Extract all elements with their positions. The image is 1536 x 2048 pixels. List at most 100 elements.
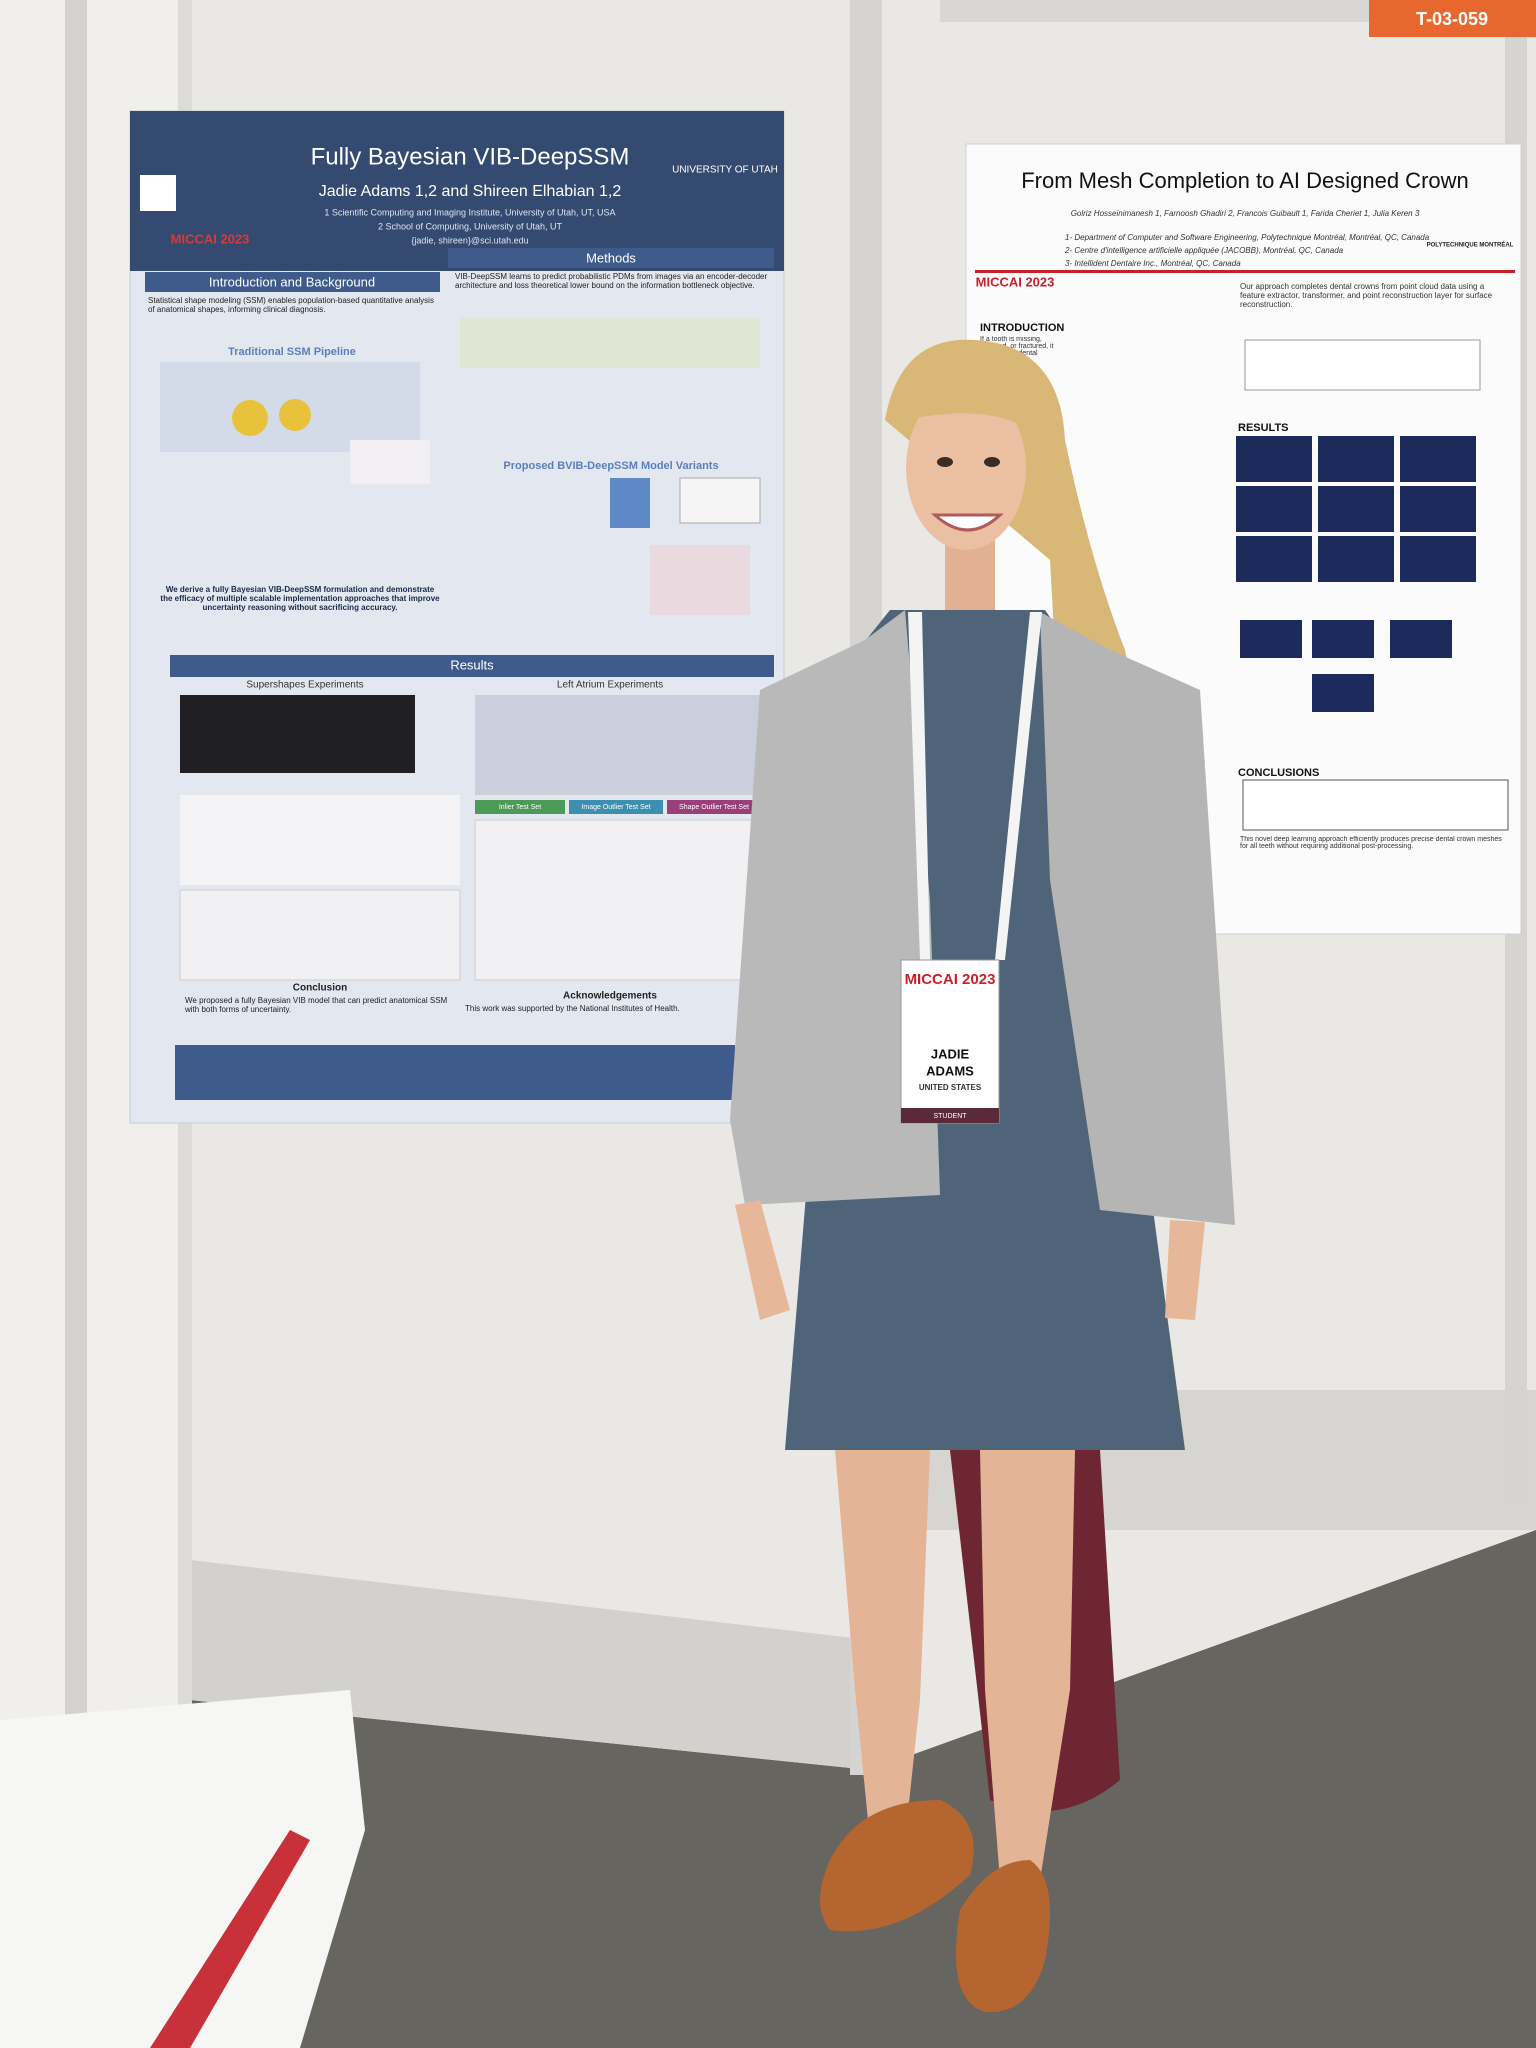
tile (1390, 620, 1452, 658)
results-grid (1236, 436, 1476, 712)
body-text: Statistical shape modeling (SSM) enables… (148, 296, 434, 314)
divider (975, 270, 1515, 273)
tile (1240, 620, 1302, 658)
figure (180, 695, 415, 773)
body-text: Our approach completes dental crowns fro… (1240, 282, 1493, 309)
figure (610, 478, 650, 528)
test-set-bar (475, 800, 565, 814)
badge-country: UNITED STATES (919, 1083, 982, 1092)
hair-top (905, 358, 1046, 440)
tile (1312, 620, 1374, 658)
eye (984, 457, 1000, 467)
section-bar (170, 655, 774, 677)
face (906, 386, 1026, 550)
subheading: Left Atrium Experiments (557, 680, 663, 691)
badge-role: STUDENT (933, 1113, 967, 1120)
badge-name: ADAMS (926, 1063, 974, 1078)
logo-text: UNIVERSITY OF UTAH (672, 165, 778, 176)
logo-text: POLYTECHNIQUE MONTRÉAL (1427, 241, 1514, 249)
rolled-poster-stripe (150, 1830, 310, 2048)
poster-affiliation: 2- Centre d'intelligence artificielle ap… (1064, 246, 1344, 255)
shoe (820, 1800, 974, 1932)
tile (1312, 674, 1374, 712)
figure (180, 795, 460, 885)
poster-affiliation: 1- Department of Computer and Software E… (1065, 233, 1430, 242)
subheading: Acknowledgements (563, 991, 657, 1002)
test-set-label: Image Outlier Test Set (581, 804, 650, 811)
badge-name: JADIE (931, 1046, 970, 1061)
eye (937, 457, 953, 467)
lanyard (908, 612, 930, 960)
body-text: This work was supported by the National … (465, 1004, 680, 1013)
body-text: We proposed a fully Bayesian VIB model t… (185, 996, 448, 1014)
tile (1318, 536, 1394, 582)
text-block: We derive a fully Bayesian VIB-DeepSSM f… (160, 585, 440, 612)
tile (1400, 436, 1476, 482)
figure-shape (279, 399, 311, 431)
poster-authors: Golriz Hosseinimanesh 1, Farnoosh Ghadir… (1071, 209, 1420, 218)
tile (1400, 486, 1476, 532)
subheading: Supershapes Experiments (246, 680, 363, 691)
badge-event: MICCAI 2023 (905, 971, 996, 988)
left-poster: Fully Bayesian VIB-DeepSSM Jadie Adams 1… (129, 110, 785, 1124)
figure (650, 545, 750, 615)
text-block: This work was supported by the National … (465, 1004, 680, 1013)
poster-email: {jadie, shireen}@sci.utah.edu (411, 235, 528, 245)
tile (1236, 486, 1312, 532)
test-set-label: Inlier Test Set (499, 804, 541, 811)
figure (475, 695, 760, 795)
poster-affiliation: 3- Intellident Dentaire Inc., Montréal, … (1065, 259, 1241, 268)
poster-title: From Mesh Completion to AI Designed Crow… (1021, 168, 1469, 193)
section-heading: Results (450, 657, 494, 672)
test-set-bar (667, 800, 762, 814)
hand (735, 1200, 790, 1320)
figure-shape (232, 400, 268, 436)
leg (835, 1450, 930, 1840)
logo-text: MICCAI 2023 (171, 231, 250, 246)
poster-affiliation: 2 School of Computing, University of Uta… (378, 221, 563, 231)
text-block: VIB-DeepSSM learns to predict probabilis… (455, 272, 768, 290)
poster-affiliation: 1 Scientific Computing and Imaging Insti… (324, 207, 615, 217)
figure (350, 440, 430, 484)
section-heading: INTRODUCTION (980, 322, 1064, 334)
table (1242, 779, 1509, 831)
tile (1236, 536, 1312, 582)
text-block: Our approach completes dental crowns fro… (1240, 282, 1493, 309)
body-text: VIB-DeepSSM learns to predict probabilis… (455, 272, 768, 290)
smile (931, 513, 1004, 532)
figure (679, 477, 761, 524)
test-set-label: Shape Outlier Test Set (679, 804, 749, 811)
logo-text: MICCAI 2023 (976, 274, 1055, 289)
figure (460, 318, 760, 368)
section-bar (448, 248, 774, 268)
text-block: Statistical shape modeling (SSM) enables… (148, 296, 434, 314)
table (179, 889, 461, 981)
jacket-right (1040, 612, 1235, 1225)
poster-authors: Jadie Adams 1,2 and Shireen Elhabian 1,2 (319, 183, 622, 200)
references-band (175, 1045, 735, 1100)
badge-card (900, 959, 1000, 1124)
post (65, 0, 87, 1860)
jacket-left (730, 610, 940, 1205)
tile (1318, 486, 1394, 532)
tile (1236, 436, 1312, 482)
tile (1400, 536, 1476, 582)
section-heading: Introduction and Background (209, 274, 375, 289)
badge-band (901, 1108, 999, 1123)
text-block: This novel deep learning approach effici… (1240, 836, 1502, 850)
tile (1318, 436, 1394, 482)
shoe (955, 1860, 1050, 2013)
baseboard (190, 1560, 870, 1770)
section-heading: Methods (586, 250, 636, 265)
section-bar (145, 272, 440, 292)
body-text: We derive a fully Bayesian VIB-DeepSSM f… (160, 585, 440, 612)
poster-title: Fully Bayesian VIB-DeepSSM (311, 143, 630, 170)
floor (0, 1530, 1536, 2048)
lanyard (995, 612, 1042, 960)
test-set-bar (569, 800, 663, 814)
subheading: Traditional SSM Pipeline (228, 346, 356, 358)
text-block: We proposed a fully Bayesian VIB model t… (185, 996, 448, 1014)
rolled-poster (0, 1690, 365, 2048)
